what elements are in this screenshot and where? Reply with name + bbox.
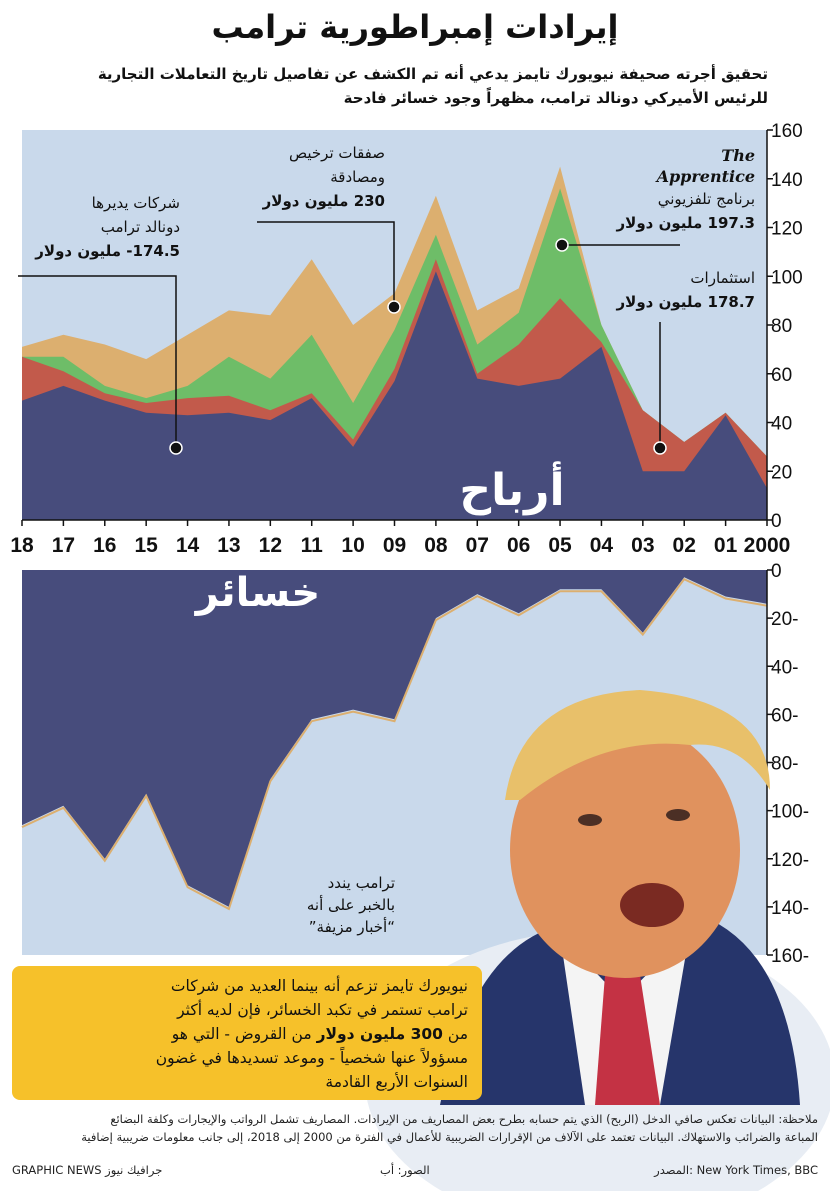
profits-y-tick-label: 100	[771, 267, 803, 288]
profits-y-tick-label: 40	[771, 414, 792, 435]
callout-line: السنوات الأربع القادمة	[325, 1073, 468, 1091]
portrait-mouth	[620, 883, 684, 927]
profits-y-tick-label: 120	[771, 219, 803, 240]
profits-y-tick-label: 80	[771, 316, 792, 337]
losses-y-tick-label: 0	[771, 561, 782, 582]
callout-line: من 300 مليون دولار من القروض - التي هو	[22, 1022, 468, 1046]
annotation-show-name: The	[721, 146, 755, 165]
annotation-text: صفقات ترخيص	[289, 144, 385, 162]
annotation-show-name: Apprentice	[656, 167, 755, 186]
profits-y-tick-label: 140	[771, 170, 803, 191]
annotation-leader-line	[257, 221, 395, 307]
x-tick-label: 02	[673, 534, 696, 557]
losses-y-tick-label: 60-	[771, 705, 798, 726]
portrait-tie	[595, 975, 660, 1105]
businesses-area	[22, 271, 767, 520]
profits-y-tick-label: 0	[771, 511, 782, 532]
x-tick-label: 04	[590, 534, 614, 557]
photo-credit: الصور: أب	[380, 1163, 430, 1177]
annotation-text: برنامج تلفزيوني	[657, 190, 755, 208]
annotation-value: 174.5- مليون دولار	[35, 242, 180, 260]
profits-y-tick-label: 160	[771, 121, 803, 142]
x-tick-label: 08	[424, 534, 448, 557]
losses-label: خسائر	[194, 570, 320, 616]
annotation-dot	[387, 300, 401, 314]
annotation-dot	[653, 441, 667, 455]
x-tick-label: 12	[259, 534, 282, 557]
losses-y-tick-label: 20-	[771, 609, 798, 630]
callout-line: نيويورك تايمز تزعم أنه بينما العديد من ش…	[170, 977, 468, 995]
subtitle: تحقيق أجرته صحيفة نيويورك تايمز يدعي أنه…	[48, 62, 768, 110]
portrait-eye-left	[578, 814, 602, 826]
x-tick-label: 10	[341, 534, 364, 557]
annotation-value: 230 مليون دولار	[262, 192, 385, 210]
portrait-hair	[505, 690, 770, 800]
profits-label: أرباح	[459, 461, 564, 516]
x-tick-label: 07	[466, 534, 489, 557]
losses-y-tick-label: 40-	[771, 657, 798, 678]
callout-value: 300 مليون دولار	[316, 1025, 443, 1043]
portrait-eye-right	[666, 809, 690, 821]
page-title: إيرادات إمبراطورية ترامب	[211, 8, 619, 46]
annotation-value: 178.7 مليون دولار	[616, 293, 755, 311]
annotation-value: 197.3 مليون دولار	[616, 214, 755, 232]
source-credit: المصدر: New York Times, BBC	[654, 1163, 818, 1177]
annotation-leader-line	[18, 275, 177, 448]
x-tick-label: 16	[93, 534, 116, 557]
x-tick-label: 06	[507, 534, 530, 557]
losses-y-tick-label: 140-	[771, 898, 809, 919]
portrait-face	[510, 722, 740, 978]
annotation-trump-businesses: شركات يديرها دونالد ترامب 174.5- مليون د…	[30, 191, 180, 263]
x-tick-label: 11	[301, 534, 324, 557]
losses-y-tick-label: 100-	[771, 802, 809, 823]
losses-y-tick-label: 120-	[771, 850, 809, 871]
annotation-text: ترامب يندد	[327, 874, 395, 892]
footnote: ملاحظة: البيانات تعكس صافي الدخل (الربح)…	[10, 1110, 818, 1146]
footnote-line: ملاحظة: البيانات تعكس صافي الدخل (الربح)…	[110, 1112, 818, 1126]
annotation-apprentice: The Apprentice برنامج تلفزيوني 197.3 ملي…	[600, 145, 755, 235]
annotation-investments: استثمارات 178.7 مليون دولار	[590, 266, 755, 314]
x-tick-label: 01	[714, 534, 738, 557]
annotation-text: “أخبار مزيفة”	[308, 918, 395, 936]
callout-text: من	[442, 1025, 468, 1043]
x-tick-label: 05	[548, 534, 572, 557]
subtitle-line-2: للرئيس الأميركي دونالد ترامب، مظهراً وجو…	[343, 89, 768, 107]
footnote-line: المباعة والضرائب والاستهلاك. البيانات تع…	[81, 1130, 818, 1144]
x-tick-label: 18	[10, 534, 34, 557]
losses-edge-line	[21, 577, 768, 911]
annotation-dot	[169, 441, 183, 455]
annotation-text: شركات يديرها	[91, 194, 180, 212]
x-tick-label: 03	[631, 534, 654, 557]
subtitle-line-1: تحقيق أجرته صحيفة نيويورك تايمز يدعي أنه…	[97, 65, 768, 83]
losses-y-tick-label: 160-	[771, 946, 809, 967]
x-tick-label: 13	[217, 534, 240, 557]
agency-credit: GRAPHIC NEWS جرافيك نيوز	[12, 1163, 163, 1177]
x-tick-label: 2000	[744, 534, 791, 557]
annotation-dot	[555, 238, 569, 252]
loans-callout: نيويورك تايمز تزعم أنه بينما العديد من ش…	[12, 966, 482, 1100]
annotation-text: ومصادقة	[330, 168, 385, 186]
annotation-fake-news: ترامب يندد بالخبر على أنه “أخبار مزيفة”	[250, 872, 395, 938]
losses-y-tick-label: 80-	[771, 754, 798, 775]
annotation-text: بالخبر على أنه	[306, 896, 395, 914]
losses-area	[22, 570, 767, 907]
annotation-licensing: صفقات ترخيص ومصادقة 230 مليون دولار	[240, 141, 385, 213]
x-tick-label: 14	[176, 534, 200, 557]
callout-line: ترامب تستمر في تكبد الخسائر، فإن لديه أك…	[177, 1001, 468, 1019]
x-tick-label: 09	[383, 534, 406, 557]
x-tick-label: 15	[134, 534, 158, 557]
x-tick-label: 17	[52, 534, 75, 557]
callout-text: من القروض - التي هو	[171, 1025, 317, 1043]
profits-y-tick-label: 20	[771, 462, 792, 483]
profits-y-tick-label: 60	[771, 365, 792, 386]
annotation-text: استثمارات	[690, 269, 755, 287]
annotation-text: دونالد ترامب	[100, 218, 180, 236]
callout-line: مسؤولاً عنها شخصياً - وموعد تسديدها في غ…	[155, 1049, 468, 1067]
